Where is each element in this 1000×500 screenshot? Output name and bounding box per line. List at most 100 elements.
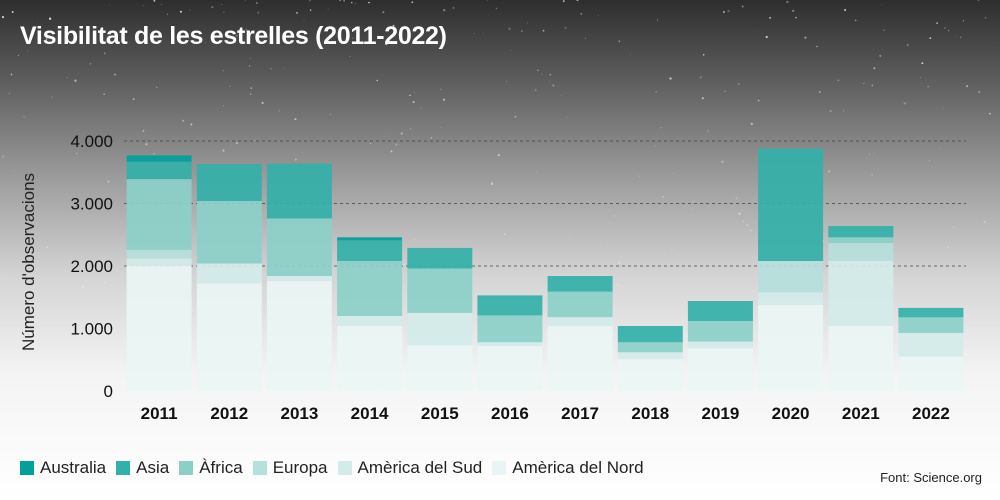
star (921, 62, 924, 65)
star (673, 173, 675, 174)
star (959, 36, 962, 38)
star (983, 288, 985, 290)
bar-segment (126, 266, 192, 391)
star (549, 73, 552, 76)
star (303, 20, 305, 21)
star (829, 109, 832, 113)
bar-segment (758, 148, 824, 261)
star (153, 152, 156, 155)
star (27, 50, 28, 52)
star (189, 9, 191, 11)
bar-segment (898, 332, 964, 357)
bar-segment (266, 218, 332, 276)
star (270, 67, 272, 70)
star (903, 102, 906, 105)
star (742, 220, 744, 222)
star (506, 81, 507, 82)
legend-swatch (492, 461, 507, 475)
star (630, 54, 631, 56)
bar-segment (758, 292, 824, 305)
gridlines (124, 140, 966, 267)
star (795, 16, 797, 19)
star (607, 244, 609, 246)
star (278, 110, 280, 112)
star (23, 205, 26, 208)
star (395, 143, 398, 146)
star (23, 116, 25, 118)
star (351, 1, 353, 4)
bar-segment (337, 261, 403, 316)
bar-segment (126, 179, 192, 250)
star (249, 65, 251, 67)
star (535, 170, 537, 172)
star (440, 88, 442, 91)
legend-item: Australia (20, 458, 106, 478)
star (966, 85, 969, 88)
bar-segment (477, 346, 543, 391)
star (153, 0, 156, 2)
bar-segment (196, 263, 262, 284)
x-tick-label: 2015 (421, 404, 459, 423)
star (618, 40, 621, 43)
star (741, 5, 744, 8)
legend-swatch (179, 461, 194, 475)
star (343, 0, 345, 2)
star (145, 143, 148, 146)
star (828, 170, 831, 173)
star (30, 230, 32, 232)
star (103, 93, 105, 95)
star (844, 8, 847, 12)
star (142, 139, 143, 140)
star (14, 170, 16, 172)
star (11, 11, 14, 13)
star (132, 98, 135, 101)
star (723, 11, 725, 13)
star (370, 142, 372, 144)
star (382, 11, 385, 14)
star (873, 152, 875, 154)
star (616, 284, 619, 286)
star (854, 19, 857, 22)
x-tick-label: 2016 (491, 404, 529, 423)
star (822, 240, 825, 242)
star (527, 22, 529, 24)
star (947, 246, 949, 249)
star (473, 33, 475, 34)
star (339, 0, 341, 2)
bar-segment (617, 352, 683, 360)
x-tick-label: 2021 (842, 404, 880, 423)
star (412, 101, 415, 104)
star (804, 36, 807, 39)
star (669, 77, 672, 80)
bar-segment (337, 240, 403, 261)
bar-segment (266, 281, 332, 391)
star (103, 52, 106, 55)
star (223, 105, 224, 107)
y-tick-label: 2.000 (70, 257, 113, 276)
star (245, 28, 247, 31)
star (99, 139, 100, 140)
star (942, 107, 944, 109)
legend-item: Amèrica del Nord (492, 458, 644, 478)
star (671, 248, 673, 250)
bar-segment (547, 291, 613, 318)
star (580, 13, 583, 15)
star (871, 84, 874, 87)
star (355, 3, 357, 5)
star (89, 63, 92, 65)
bar-segment (828, 261, 894, 326)
star (392, 24, 395, 27)
star (142, 129, 145, 132)
star (701, 97, 704, 100)
star (873, 67, 876, 70)
bar-segment (337, 326, 403, 391)
star (521, 30, 523, 32)
bar-segment (687, 341, 753, 349)
star (250, 58, 252, 60)
bar-segment (126, 258, 192, 266)
star (754, 31, 755, 33)
bar-segment (828, 326, 894, 391)
star (490, 182, 494, 186)
bar-segment (898, 317, 964, 333)
star (692, 207, 693, 209)
